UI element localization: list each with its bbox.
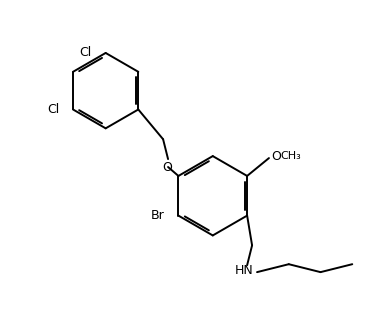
Text: Cl: Cl	[47, 103, 59, 116]
Text: Cl: Cl	[79, 46, 92, 59]
Text: O: O	[162, 161, 172, 173]
Text: HN: HN	[235, 264, 253, 277]
Text: Br: Br	[151, 209, 164, 222]
Text: O: O	[271, 150, 281, 163]
Text: CH₃: CH₃	[281, 151, 302, 161]
